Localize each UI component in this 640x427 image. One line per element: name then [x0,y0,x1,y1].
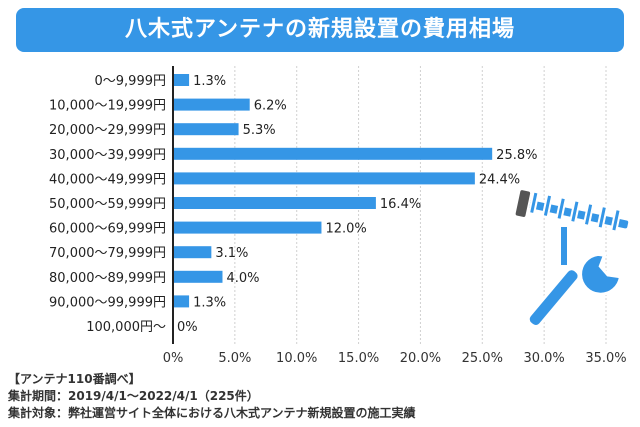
bar [173,172,475,185]
x-tick-label: 35.0% [585,351,626,366]
value-label: 5.3% [243,123,276,138]
x-tick-label: 0% [163,351,184,366]
category-label: 20,000～29,999円 [49,123,166,138]
bar [173,74,190,86]
value-label: 6.2% [254,99,287,114]
category-label: 90,000～99,999円 [49,295,166,310]
bar-chart: 0% 5.0% 10.0% 15.0% 20.0% 25.0% 30.0% 35.0% 0～9,… [49,66,627,366]
category-label: 60,000～69,999円 [49,222,166,237]
category-label: 100,000円～ [86,320,166,335]
wrench-icon [526,252,623,328]
x-tick-label: 30.0% [523,351,564,366]
source-line-period: 集計期間：2019/4/1～2022/4/1（225件） [8,389,259,403]
source-line-target: 集計対象：弊社運営サイト全体における八木式アンテナ新規設置の施工実績 [8,406,416,420]
x-tick-label: 25.0% [462,351,503,366]
page-title: 八木式アンテナの新規設置の費用相場 [16,8,624,52]
value-label: 0% [177,320,198,335]
antenna-wrench-illustration [513,188,631,328]
category-label: 40,000～49,999円 [49,172,166,187]
bar [173,221,322,234]
x-tick-label: 15.0% [338,351,379,366]
category-label: 30,000～39,999円 [49,148,166,163]
x-tick-label: 10.0% [276,351,317,366]
x-tick-label: 5.0% [218,351,251,366]
value-label: 1.3% [193,74,226,89]
value-label: 4.0% [226,271,259,286]
yagi-antenna-icon [513,188,631,267]
bar [173,123,239,136]
bar [173,295,190,308]
bar [173,197,376,209]
bar [173,246,212,259]
value-label: 16.4% [380,197,421,212]
value-label: 3.1% [215,246,248,261]
bar [173,147,493,160]
value-label: 25.8% [496,148,537,163]
bar [173,270,223,283]
category-label: 10,000～19,999円 [49,99,166,114]
value-label: 24.4% [479,172,520,187]
bar [173,98,250,111]
source-note: 【アンテナ110番調べ】 集計期間：2019/4/1～2022/4/1（225件… [8,371,416,422]
value-label: 1.3% [193,295,226,310]
source-line-survey: 【アンテナ110番調べ】 [8,372,141,386]
category-label: 0～9,999円 [95,74,167,89]
category-label: 80,000～89,999円 [49,271,166,286]
category-label: 70,000～79,999円 [49,246,166,261]
category-label: 50,000～59,999円 [49,197,166,212]
value-label: 12.0% [325,222,366,237]
x-tick-label: 20.0% [400,351,441,366]
